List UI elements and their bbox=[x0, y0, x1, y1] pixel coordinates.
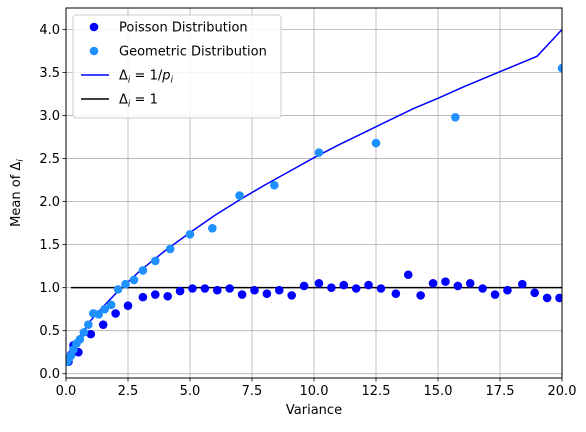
geometric-point bbox=[270, 180, 279, 190]
poisson-point bbox=[530, 288, 540, 298]
legend: Poisson Distribution Geometric Distributi… bbox=[72, 14, 282, 119]
geometric-point bbox=[371, 138, 381, 148]
poisson-point bbox=[478, 284, 487, 293]
x-tick-label: 12.5 bbox=[362, 384, 391, 399]
poisson-point bbox=[237, 290, 247, 299]
x-axis-label: Variance bbox=[286, 403, 342, 418]
poisson-point bbox=[391, 289, 401, 298]
geometric-point bbox=[121, 279, 130, 289]
y-axis-label: Mean of Δi bbox=[9, 159, 26, 227]
geometric-point bbox=[129, 275, 139, 285]
legend-marker bbox=[89, 22, 99, 32]
poisson-point bbox=[287, 291, 296, 300]
poisson-point bbox=[327, 283, 336, 292]
poisson-point bbox=[262, 289, 272, 298]
poisson-point bbox=[453, 281, 463, 291]
poisson-point bbox=[250, 285, 259, 295]
poisson-point bbox=[428, 279, 438, 288]
x-tick-label: 0.0 bbox=[56, 384, 77, 399]
poisson-point bbox=[299, 281, 309, 291]
y-tick-label: 0.5 bbox=[39, 324, 60, 339]
poisson-point bbox=[86, 329, 96, 339]
geometric-point bbox=[113, 285, 123, 294]
legend-box bbox=[72, 14, 282, 119]
axis-ticks: 0.0 2.5 5.0 7.5 10.0 12.5 15.0 17.5 20.0 0.0 0.5 1.… bbox=[39, 23, 576, 399]
poisson-point bbox=[465, 279, 475, 288]
geometric-point bbox=[314, 148, 324, 157]
poisson-point bbox=[123, 301, 133, 311]
reciprocal-line bbox=[66, 29, 562, 362]
y-tick-label: 4.0 bbox=[39, 23, 60, 38]
geometric-point bbox=[235, 191, 244, 200]
legend-label: Δi = 1/pi bbox=[119, 69, 174, 86]
geometric-point bbox=[94, 310, 104, 319]
legend-label: Δi = 1 bbox=[119, 93, 158, 110]
x-tick-label: 5.0 bbox=[180, 384, 201, 399]
poisson-point bbox=[441, 277, 450, 286]
geometric-point bbox=[557, 63, 562, 73]
x-tick-label: 15.0 bbox=[424, 384, 453, 399]
geometric-point bbox=[79, 328, 89, 337]
geometric-point bbox=[138, 266, 148, 275]
geometric-point bbox=[84, 320, 93, 329]
legend-marker bbox=[89, 46, 99, 56]
y-tick-label: 3.0 bbox=[39, 109, 60, 124]
geometric-point bbox=[185, 230, 195, 239]
poisson-point bbox=[376, 284, 386, 293]
geometric-point bbox=[75, 334, 85, 344]
poisson-point bbox=[212, 285, 222, 295]
plot-content bbox=[66, 29, 562, 366]
geometric-point bbox=[100, 304, 109, 314]
legend-label: Poisson Distribution bbox=[119, 21, 248, 36]
x-tick-label: 20.0 bbox=[548, 384, 577, 399]
geometric-point bbox=[165, 244, 175, 254]
poisson-point bbox=[403, 270, 413, 280]
poisson-point bbox=[200, 284, 210, 293]
y-tick-label: 3.5 bbox=[39, 66, 60, 81]
poisson-point bbox=[314, 279, 324, 288]
x-tick-label: 2.5 bbox=[118, 384, 139, 399]
geometric-point bbox=[208, 223, 217, 233]
poisson-point bbox=[111, 309, 120, 318]
y-tick-label: 0.0 bbox=[39, 367, 60, 382]
y-tick-label: 2.5 bbox=[39, 152, 60, 167]
poisson-point bbox=[503, 285, 512, 295]
poisson-point bbox=[188, 284, 197, 293]
poisson-point bbox=[490, 290, 500, 299]
poisson-point bbox=[542, 293, 552, 303]
y-tick-label: 1.5 bbox=[39, 238, 60, 253]
x-tick-label: 17.5 bbox=[486, 384, 515, 399]
poisson-point bbox=[351, 284, 361, 293]
poisson-point bbox=[518, 279, 527, 289]
plot-area bbox=[66, 29, 562, 366]
poisson-point bbox=[555, 293, 562, 303]
poisson-point bbox=[150, 290, 160, 299]
geometric-point bbox=[451, 112, 460, 122]
x-tick-label: 10.0 bbox=[300, 384, 329, 399]
poisson-point bbox=[98, 320, 108, 329]
poisson-point bbox=[274, 285, 284, 295]
x-tick-label: 7.5 bbox=[242, 384, 263, 399]
poisson-point bbox=[138, 292, 148, 302]
poisson-point bbox=[416, 291, 425, 300]
geometric-point bbox=[150, 256, 160, 266]
poisson-point bbox=[225, 284, 234, 293]
geometric-point bbox=[106, 300, 116, 310]
poisson-point bbox=[339, 280, 349, 290]
legend-label: Geometric Distribution bbox=[119, 45, 267, 60]
poisson-point bbox=[175, 286, 185, 296]
poisson-point bbox=[163, 291, 172, 301]
y-tick-label: 1.0 bbox=[39, 281, 60, 296]
y-tick-label: 2.0 bbox=[39, 195, 60, 210]
poisson-point bbox=[364, 280, 373, 290]
